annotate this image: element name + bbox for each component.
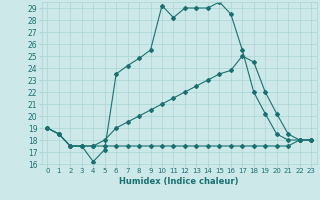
X-axis label: Humidex (Indice chaleur): Humidex (Indice chaleur) — [119, 177, 239, 186]
